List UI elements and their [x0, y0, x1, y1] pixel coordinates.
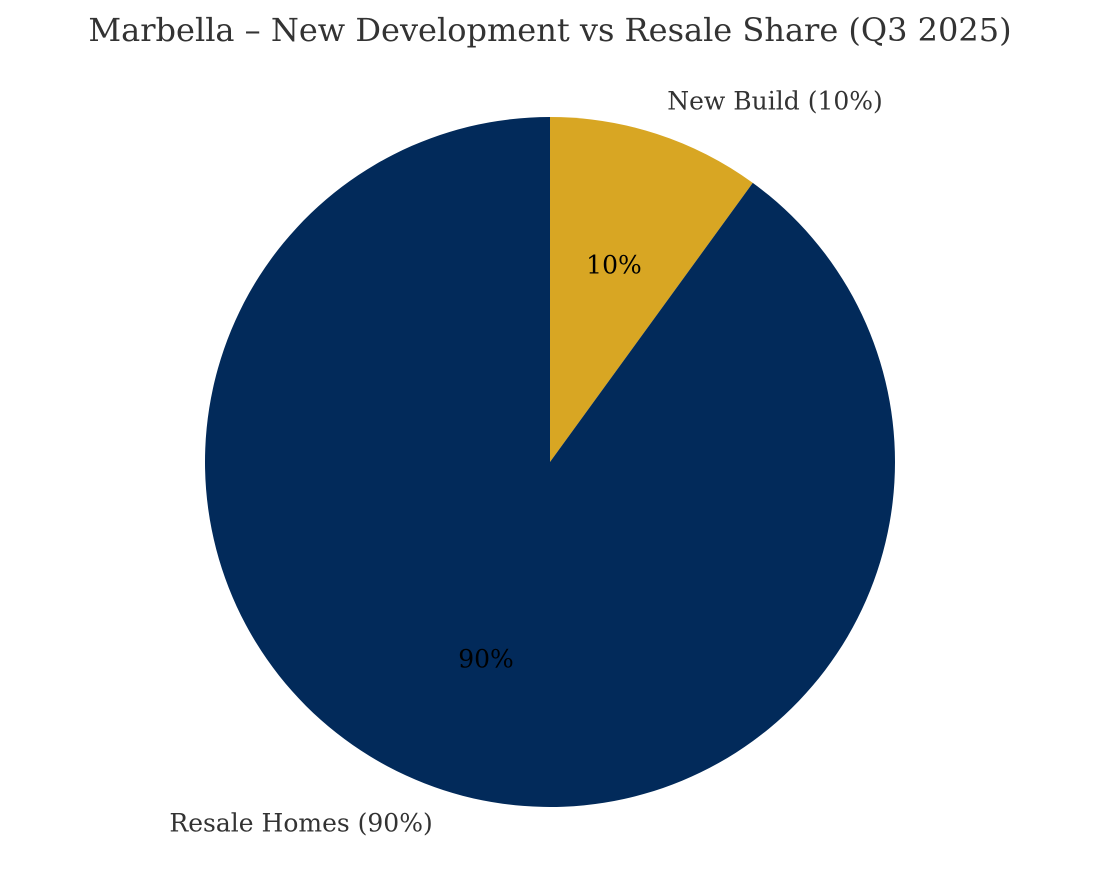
pie-labels: 10% New Build (10%) 90% Resale Homes (90%): [169, 87, 882, 838]
slice-label: New Build (10%): [667, 87, 883, 116]
slice-label: Resale Homes (90%): [169, 808, 432, 837]
pie-slices: [205, 117, 896, 808]
slice-percent-label: 90%: [458, 644, 514, 673]
chart-title: Marbella – New Development vs Resale Sha…: [88, 11, 1011, 49]
pie-slice-1: [205, 117, 896, 808]
slice-percent-label: 10%: [586, 251, 642, 280]
pie-slice-0: [550, 117, 753, 462]
